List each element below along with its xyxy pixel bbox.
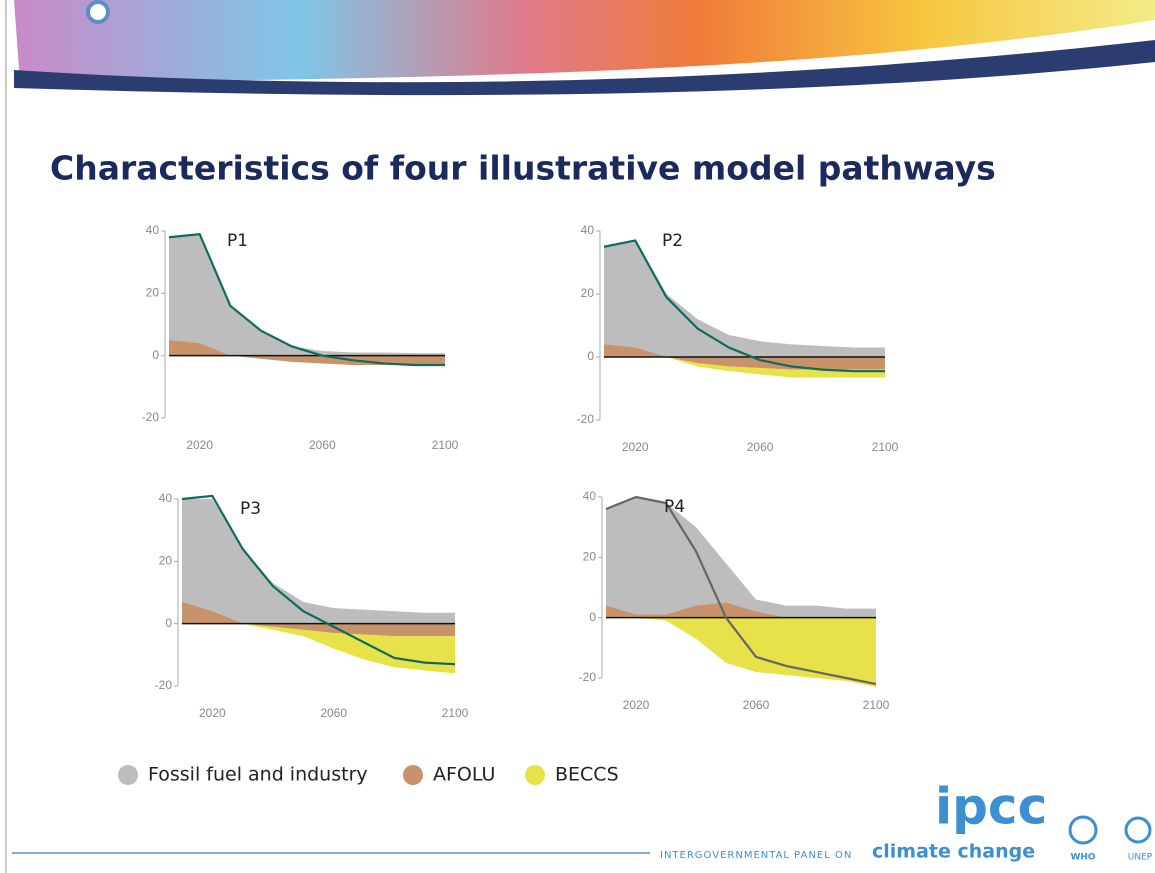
- area: [604, 357, 885, 378]
- who-emblem: [1068, 815, 1098, 845]
- y-tick-label: 0: [152, 348, 159, 362]
- area: [604, 240, 885, 357]
- header-curve: [14, 40, 1155, 96]
- area: [606, 602, 876, 618]
- y-tick-label: 40: [146, 223, 160, 237]
- y-tick-label: 20: [583, 550, 597, 564]
- y-tick-label: 40: [581, 223, 595, 237]
- y-tick-label: 20: [146, 286, 160, 300]
- y-tick-label: 40: [159, 491, 173, 505]
- panel-title: P1: [227, 231, 248, 251]
- legend-swatch: [403, 765, 423, 785]
- net-line: [181, 494, 456, 666]
- net-line: [603, 239, 885, 373]
- x-tick-label: 2100: [872, 440, 899, 454]
- panel-title: P2: [662, 231, 683, 251]
- y-tick-label: 0: [165, 616, 172, 630]
- area: [169, 340, 445, 366]
- area: [182, 499, 455, 624]
- legend-label: BECCS: [555, 764, 619, 786]
- unep-emblem: [1124, 816, 1152, 844]
- x-tick-label: 2060: [309, 438, 336, 452]
- footer-climate: climate change: [872, 841, 1035, 863]
- y-tick-label: -20: [155, 678, 173, 692]
- y-tick-label: -20: [142, 410, 160, 424]
- legend-swatch: [525, 765, 545, 785]
- y-tick-label: -20: [579, 670, 597, 684]
- y-tick-label: 20: [581, 286, 595, 300]
- header-band: [14, 0, 1155, 82]
- y-tick-label: -20: [577, 412, 595, 426]
- x-tick-label: 2020: [622, 440, 649, 454]
- x-tick-label: 2100: [432, 438, 459, 452]
- area: [606, 497, 876, 618]
- x-tick-label: 2020: [186, 438, 213, 452]
- y-tick-label: 0: [589, 610, 596, 624]
- panel-title: P3: [240, 499, 261, 519]
- x-tick-label: 2020: [623, 698, 650, 712]
- y-tick-label: 20: [159, 554, 173, 568]
- x-tick-label: 2100: [863, 698, 890, 712]
- slide-title: Characteristics of four illustrative mod…: [50, 149, 996, 188]
- header-dot: [86, 0, 110, 24]
- legend-swatch: [118, 765, 138, 785]
- area: [182, 623, 455, 674]
- area: [169, 234, 445, 356]
- area: [182, 601, 455, 637]
- legend-label: Fossil fuel and industry: [148, 764, 368, 786]
- legend-label: AFOLU: [433, 764, 495, 786]
- x-tick-label: 2060: [743, 698, 770, 712]
- ipcc-logo: ipcc: [935, 778, 1047, 836]
- who-label: WHO: [1070, 853, 1095, 863]
- y-tick-label: 40: [583, 489, 597, 503]
- y-tick-label: 0: [587, 349, 594, 363]
- net-line: [605, 495, 877, 686]
- x-tick-label: 2020: [199, 706, 226, 720]
- unep-label: UNEP: [1128, 853, 1153, 863]
- x-tick-label: 2060: [747, 440, 774, 454]
- footer-panel: INTERGOVERNMENTAL PANEL ON: [660, 850, 852, 861]
- net-line: [168, 232, 445, 367]
- x-tick-label: 2100: [442, 706, 469, 720]
- x-tick-label: 2060: [320, 706, 347, 720]
- panel-title: P4: [664, 497, 685, 517]
